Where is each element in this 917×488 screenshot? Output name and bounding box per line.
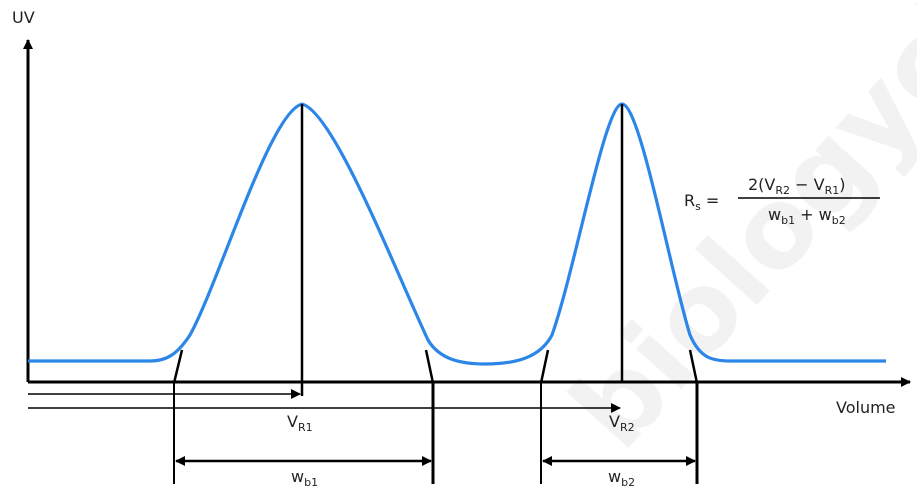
formula-lhs: Rs = bbox=[684, 191, 719, 213]
retention-label-2: VR2 bbox=[609, 412, 635, 434]
peak1-right-tangent bbox=[424, 349, 435, 384]
width-label-1: wb1 bbox=[291, 467, 318, 488]
width-label-2: wb2 bbox=[608, 467, 635, 488]
x-axis-label: Volume bbox=[836, 398, 896, 417]
peak1-left-tangent bbox=[172, 349, 184, 384]
peak2-right-tangent bbox=[688, 349, 699, 384]
formula-denominator: wb1 + wb2 bbox=[768, 205, 846, 227]
peak2-left-tangent bbox=[539, 349, 550, 384]
chromatogram-curve bbox=[28, 102, 886, 366]
resolution-formula: Rs = 2(VR2 − VR1) wb1 + wb2 bbox=[684, 175, 880, 227]
y-axis-label: UV bbox=[12, 8, 35, 27]
retention-label-1: VR1 bbox=[287, 412, 313, 434]
formula-numerator: 2(VR2 − VR1) bbox=[748, 175, 845, 197]
